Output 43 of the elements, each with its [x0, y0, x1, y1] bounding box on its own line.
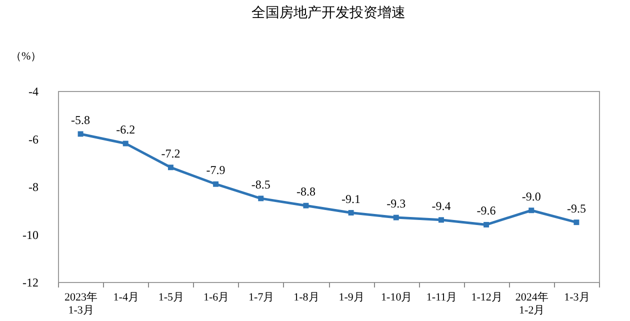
point [168, 164, 174, 170]
data-label: -5.8 [71, 112, 90, 127]
y-tick-label: -6 [28, 132, 38, 146]
y-tick-label: -4 [28, 84, 38, 98]
point [574, 220, 580, 226]
x-tick-label: 1-7月 [248, 292, 274, 304]
x-tick-label: 1-3月 [564, 292, 590, 304]
point [393, 214, 399, 220]
x-tick-label: 1-9月 [338, 292, 364, 304]
point [258, 196, 264, 202]
y-tick-label: -8 [28, 180, 38, 194]
data-label: -7.2 [161, 146, 180, 160]
x-tick-label: 1-5月 [158, 292, 184, 304]
y-axis-title: （%） [10, 50, 42, 62]
data-label: -8.8 [296, 184, 316, 199]
x-tick-label: 1-6月 [203, 292, 230, 304]
data-label: -9.1 [342, 192, 361, 206]
data-label: -6.2 [116, 122, 136, 137]
data-label: -9.4 [432, 198, 451, 213]
data-label: -8.5 [251, 177, 270, 192]
point [122, 140, 128, 146]
x-tick-label: 1-10月 [381, 292, 412, 304]
x-tick-label: 1-12月 [471, 292, 502, 304]
data-label: -9.3 [386, 196, 406, 211]
point [348, 210, 354, 216]
x-tick-label: 1-8月 [294, 292, 320, 304]
y-tick-label: -10 [22, 228, 38, 242]
data-label: -9.0 [522, 189, 541, 204]
data-label: -7.9 [206, 163, 226, 178]
point [484, 222, 490, 228]
y-tick-label: -12 [22, 276, 38, 290]
data-label: -9.6 [476, 204, 496, 218]
chart-title: 全国房地产开发投资增速 [252, 5, 406, 21]
x-tick-label: 1-4月 [113, 292, 139, 304]
point [213, 181, 219, 187]
point [528, 208, 534, 214]
x-tick-label: 2023年 1-3月 [64, 292, 98, 316]
point [303, 202, 309, 208]
point [438, 217, 444, 223]
data-label: -9.5 [566, 201, 586, 216]
x-tick-label: 1-11月 [426, 292, 458, 304]
x-tick-label: 2024年 1-2月 [515, 292, 548, 316]
point [78, 131, 84, 137]
